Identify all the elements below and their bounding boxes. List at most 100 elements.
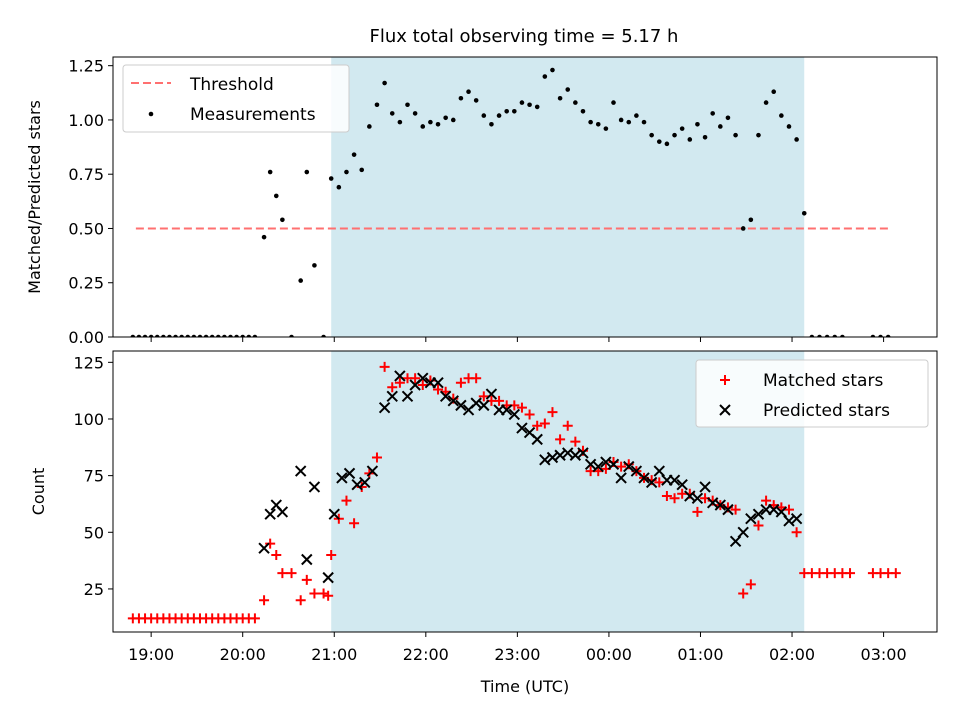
predicted-star-point [623, 460, 635, 473]
predicted-star-point [432, 377, 444, 389]
measurement-point [794, 137, 799, 142]
measurement-point [481, 113, 487, 118]
measurement-point [641, 119, 647, 125]
measurement-point [664, 141, 670, 147]
measurement-point [405, 102, 410, 108]
y-tick-label: 1.00 [68, 111, 104, 130]
measurement-point [191, 334, 197, 337]
measurement-point [573, 100, 578, 105]
measurement-point [154, 334, 160, 337]
measurement-point [367, 124, 372, 129]
matched-star-point [249, 613, 260, 624]
predicted-star-point [478, 399, 490, 412]
measurement-point [801, 210, 807, 216]
y-tick-label: 75 [84, 467, 104, 486]
matched-star-point [524, 409, 535, 420]
measurement-point [702, 135, 708, 140]
measurement-point [519, 100, 525, 105]
predicted-star-point [615, 472, 627, 484]
predicted-star-point [737, 526, 749, 538]
measurement-point [885, 334, 891, 337]
predicted-star-point [752, 508, 765, 520]
y-tick-label: 50 [84, 523, 104, 542]
bottom-panel: 25 50 75 100 125 19:00 20:00 21:00 22:00 23:00 00:… [29, 350, 938, 696]
measurement-point [344, 169, 349, 175]
measurement-point [756, 132, 761, 138]
measurement-point [336, 184, 342, 190]
predicted-star-point [378, 401, 391, 414]
matched-star-point [417, 379, 428, 390]
matched-star-point [791, 527, 802, 538]
measurement-point [840, 334, 845, 337]
measurement-point [512, 108, 517, 114]
measurement-point [179, 334, 184, 337]
legend-predicted-swatch [719, 404, 731, 416]
matched-star-point [349, 518, 360, 529]
measurement-point [588, 119, 593, 125]
measurement-point [267, 169, 273, 175]
x-tick-label: 00:00 [586, 645, 632, 664]
y-tick-label: 0.25 [68, 274, 104, 293]
measurement-point [824, 334, 830, 337]
predicted-star-point [366, 465, 379, 477]
measurement-point [580, 108, 586, 114]
matched-star-point [478, 391, 489, 402]
matched-star-point [277, 568, 288, 579]
matched-star-point [692, 506, 703, 517]
predicted-star-point [328, 508, 340, 520]
measurement-point [832, 334, 838, 337]
predicted-star-point [722, 503, 734, 516]
legend-matched-swatch [720, 375, 730, 385]
measurement-point [389, 111, 395, 116]
matched-star-point [845, 568, 856, 579]
predicted-star-point [714, 499, 727, 511]
predicted-star-point [276, 506, 289, 518]
measurement-point [148, 334, 154, 337]
plot-area [127, 361, 901, 624]
matched-star-point [745, 579, 756, 590]
measurement-point [458, 95, 464, 101]
legend-frame [122, 64, 350, 133]
y-tick-label: 0.75 [68, 165, 104, 184]
measurement-point [130, 334, 136, 337]
measurement-point [246, 334, 252, 337]
predicted-star-point [336, 472, 348, 484]
legend: Matched stars Predicted stars [695, 359, 929, 428]
measurement-point [351, 152, 357, 157]
measurement-point [298, 278, 303, 283]
measurement-point [489, 121, 494, 127]
x-tick-label: 01:00 [677, 645, 723, 664]
measurement-point [209, 334, 215, 337]
matched-star-point [539, 418, 550, 429]
measurement-point [234, 334, 239, 337]
measurement-point [167, 334, 172, 337]
predicted-star-point [500, 404, 513, 416]
matched-star-point [570, 436, 581, 447]
matched-star-point [616, 461, 627, 472]
plot-area [130, 67, 892, 337]
matched-star-point [494, 395, 505, 406]
measurement-point [550, 67, 555, 73]
predicted-star-point [645, 476, 658, 489]
measurement-point [565, 87, 571, 92]
measurement-point [228, 334, 233, 337]
predicted-star-point [447, 395, 459, 407]
y-tick-label: 0.50 [68, 219, 104, 238]
predicted-star-point [264, 508, 276, 520]
axes-frame [112, 56, 938, 338]
matched-star-point [323, 590, 334, 601]
matched-star-point [433, 384, 444, 395]
measurement-point [779, 113, 784, 118]
matched-star-point [532, 420, 543, 431]
measurement-point [542, 74, 548, 79]
measurement-point [185, 334, 191, 337]
measurement-point [374, 102, 380, 108]
measurement-point [733, 132, 738, 138]
matched-star-point [301, 574, 312, 585]
predicted-star-point [676, 478, 688, 491]
matched-star-point [271, 549, 282, 560]
measurement-point [420, 124, 426, 129]
matched-star-point [371, 452, 382, 463]
measurement-point [142, 334, 148, 337]
y-tick-label: 0.00 [68, 328, 104, 347]
